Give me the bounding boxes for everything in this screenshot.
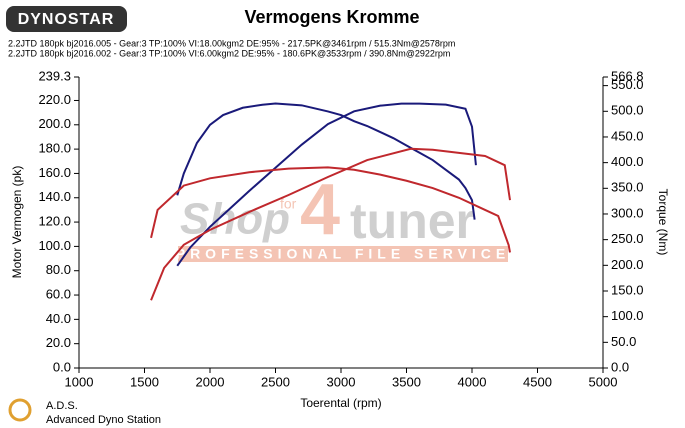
y2-tick-label: 450.0 — [611, 128, 644, 143]
y-axis-label: Motor Vermogen (pk) — [10, 166, 24, 279]
series-line — [176, 102, 476, 220]
y-tick-label: 140.0 — [38, 189, 71, 204]
y2-tick-label: 150.0 — [611, 282, 644, 297]
logo-box — [6, 6, 127, 32]
y-tick-label: 0.0 — [53, 359, 71, 374]
series-line — [150, 147, 511, 301]
y2-tick-label: 0.0 — [611, 359, 629, 374]
x-tick-label: 3000 — [327, 374, 356, 389]
x-tick-label: 4500 — [523, 374, 552, 389]
y-tick-label: 20.0 — [46, 335, 71, 350]
chart-title: Vermogens Kromme — [244, 7, 419, 27]
y-tick-label: 180.0 — [38, 141, 71, 156]
logo: DYNOSTAR — [18, 11, 115, 28]
y2-tick-label: 566.8 — [611, 68, 644, 83]
y2-tick-label: 300.0 — [611, 205, 644, 220]
x-tick-label: 2500 — [261, 374, 290, 389]
series-line — [150, 166, 511, 253]
y-tick-label: 160.0 — [38, 165, 71, 180]
x-tick-label: 5000 — [589, 374, 618, 389]
x-axis-label: Toerental (rpm) — [300, 396, 381, 410]
x-tick-label: 1500 — [130, 374, 159, 389]
y2-tick-label: 250.0 — [611, 231, 644, 246]
y-tick-label: 40.0 — [46, 311, 71, 326]
y2-tick-label: 500.0 — [611, 103, 644, 118]
watermark-small: for — [280, 196, 297, 212]
y2-tick-label: 100.0 — [611, 308, 644, 323]
footer-icon — [8, 398, 32, 422]
y2-tick-label: 200.0 — [611, 257, 644, 272]
footer-long: Advanced Dyno Station — [46, 414, 161, 426]
y-tick-label: 220.0 — [38, 92, 71, 107]
legend-entry: 2.2JTD 180pk bj2016.002 - Gear:3 TP:100%… — [8, 48, 450, 58]
series-line — [176, 102, 477, 267]
y-tick-label: 100.0 — [38, 238, 71, 253]
y-tick-label: 60.0 — [46, 286, 71, 301]
footer-short: A.D.S. — [46, 400, 78, 412]
watermark-number: 4 — [300, 170, 340, 250]
y2-tick-label: 550.0 — [611, 77, 644, 92]
y-tick-label: 80.0 — [46, 262, 71, 277]
watermark-name: tuner — [350, 193, 475, 249]
y2-axis-label: Torque (Nm) — [656, 189, 670, 256]
y-tick-label: 200.0 — [38, 116, 71, 131]
x-tick-label: 4000 — [458, 374, 487, 389]
y-tick-label: 120.0 — [38, 214, 71, 229]
watermark-tagline: PROFESSIONAL FILE SERVICE — [176, 246, 511, 262]
y2-tick-label: 50.0 — [611, 334, 636, 349]
y2-tick-label: 400.0 — [611, 154, 644, 169]
x-tick-label: 3500 — [392, 374, 421, 389]
watermark: Shop for 4 tuner PROFESSIONAL FILE SERVI… — [176, 170, 511, 262]
legend-entry: 2.2JTD 180pk bj2016.005 - Gear:3 TP:100%… — [8, 38, 455, 48]
watermark-band — [178, 246, 508, 262]
x-tick-label: 2000 — [196, 374, 225, 389]
y2-tick-label: 350.0 — [611, 180, 644, 195]
y-tick-label: 239.3 — [38, 68, 71, 83]
x-tick-label: 1000 — [65, 374, 94, 389]
